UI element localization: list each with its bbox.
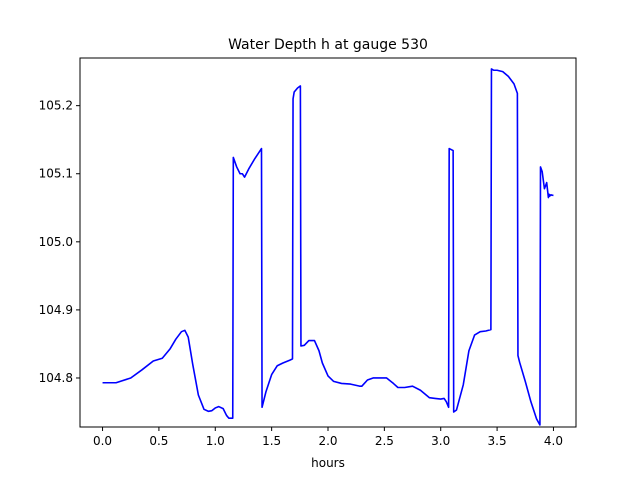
y-tick-label: 104.9: [39, 303, 73, 317]
x-tick-label: 0.5: [149, 434, 168, 448]
x-tick-label: 1.5: [262, 434, 281, 448]
y-axis-ticks: 104.8 104.9 105.0 105.1 105.2: [39, 99, 80, 385]
x-tick-label: 1.0: [206, 434, 225, 448]
x-tick-label: 3.5: [488, 434, 507, 448]
chart-title: Water Depth h at gauge 530: [228, 37, 428, 53]
x-tick-label: 3.0: [431, 434, 450, 448]
y-tick-label: 105.1: [39, 167, 73, 181]
x-tick-label: 0.0: [93, 434, 112, 448]
plot-area: [102, 68, 554, 426]
y-tick-label: 105.2: [39, 99, 73, 113]
plot-frame: [79, 57, 577, 428]
x-tick-label: 2.0: [318, 434, 337, 448]
x-tick-label: 2.5: [375, 434, 394, 448]
x-axis-label: hours: [311, 456, 345, 470]
y-tick-label: 104.8: [39, 371, 73, 385]
x-tick-label: 4.0: [544, 434, 563, 448]
x-axis-ticks: 0.0 0.5 1.0 1.5 2.0 2.5 3.0 3.5 4.0: [93, 427, 563, 448]
series-line-0: [102, 68, 554, 426]
y-tick-label: 105.0: [39, 235, 73, 249]
